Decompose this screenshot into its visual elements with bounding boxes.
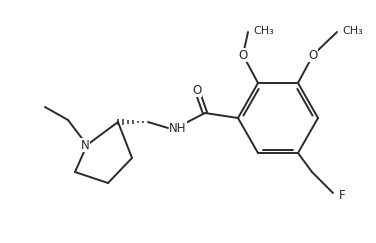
Text: O: O [308,49,318,61]
Text: CH₃: CH₃ [253,26,274,36]
Text: N: N [80,139,89,151]
Text: O: O [193,84,202,96]
Text: O: O [238,49,248,61]
Text: CH₃: CH₃ [342,26,363,36]
Text: NH: NH [169,122,187,134]
Text: F: F [339,189,346,201]
